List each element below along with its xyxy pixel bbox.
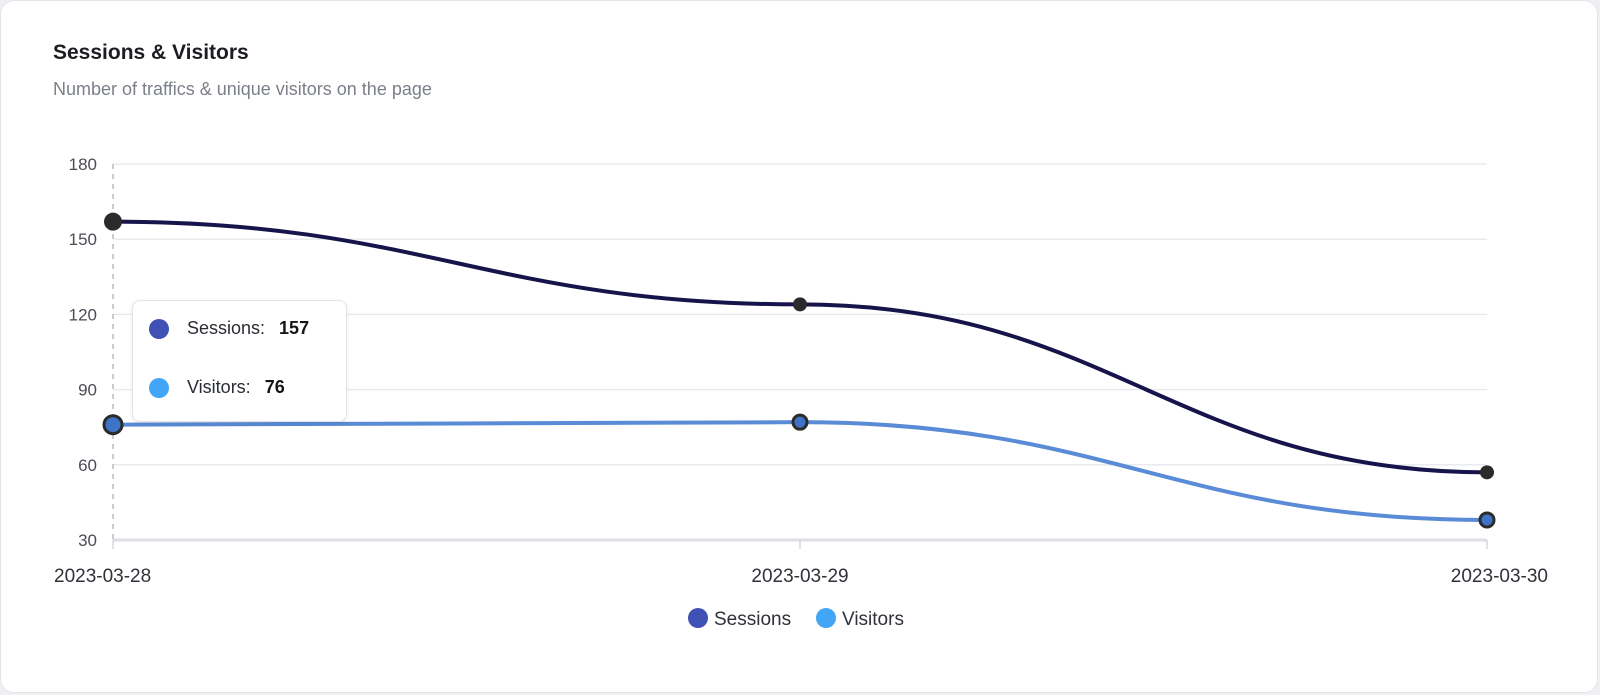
visitors-dot-icon: [149, 377, 169, 398]
x-tick-label-2023-03-30: 2023-03-30: [1451, 566, 1548, 587]
data-point-visitors-2023-03-30[interactable]: [1478, 511, 1496, 529]
data-point-sessions-2023-03-28[interactable]: [104, 212, 122, 231]
tooltip-sessions-label: Sessions:: [187, 318, 266, 338]
data-point-visitors-2023-03-28[interactable]: [102, 414, 124, 436]
legend[interactable]: Sessions Visitors: [688, 608, 904, 630]
x-tick-label-2023-03-29: 2023-03-29: [751, 566, 848, 587]
legend-sessions-label[interactable]: Sessions: [714, 609, 791, 630]
y-tick-label-180: 180: [69, 155, 97, 174]
y-tick-label-90: 90: [78, 381, 97, 400]
data-point-sessions-2023-03-29[interactable]: [793, 297, 807, 312]
tooltip-sessions-value: 157: [279, 318, 310, 338]
legend-sessions-dot-icon[interactable]: [688, 608, 708, 628]
data-points: [102, 212, 1496, 529]
y-tick-label-30: 30: [78, 531, 97, 550]
tooltip-row-visitors: Visitors: 76: [149, 377, 285, 398]
chart-subtitle: Number of traffics & unique visitors on …: [53, 79, 432, 99]
y-tick-label-150: 150: [69, 230, 97, 249]
x-tick-label-2023-03-28: 2023-03-28: [54, 566, 151, 587]
y-tick-label-60: 60: [78, 456, 97, 475]
tooltip-visitors-value: 76: [264, 377, 285, 397]
series-line-visitors: [111, 420, 1489, 522]
data-point-sessions-2023-03-30[interactable]: [1480, 465, 1494, 480]
chart-title: Sessions & Visitors: [53, 41, 249, 64]
sessions-dot-icon: [149, 318, 169, 339]
legend-visitors-dot-icon[interactable]: [816, 608, 836, 628]
legend-visitors-label[interactable]: Visitors: [842, 609, 904, 630]
tooltip-visitors-label: Visitors:: [187, 377, 251, 397]
axes: 30 60 90 120 150 180 2023-03-28 2023-03-29 2023-…: [54, 155, 1548, 587]
y-tick-label-120: 120: [69, 305, 97, 324]
data-point-visitors-2023-03-29[interactable]: [791, 413, 809, 431]
hover-tooltip: Sessions: 157 Visitors: 76: [132, 300, 347, 422]
tooltip-row-sessions: Sessions: 157: [149, 318, 309, 339]
